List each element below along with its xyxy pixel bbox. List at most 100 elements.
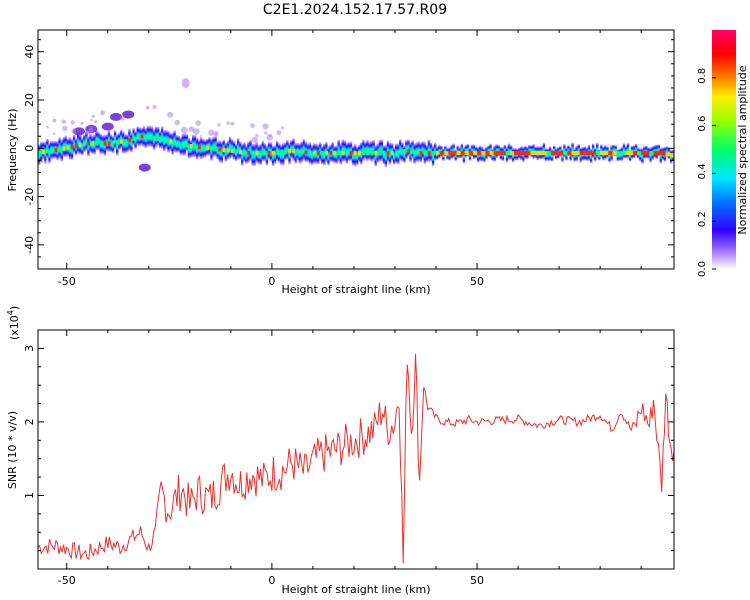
spectrogram-ridge-cell	[253, 143, 256, 166]
spectrogram-ridge-cell	[60, 139, 63, 162]
spectrogram-ridge-cell	[116, 134, 119, 156]
spectrogram-ridge-cell	[107, 130, 111, 152]
spectrogram-ridge-cell	[401, 142, 404, 162]
spectrogram-ridge-cell	[191, 134, 195, 158]
spectrogram-ridge-cell	[528, 144, 531, 156]
spectrogram-ridge-cell	[154, 126, 158, 148]
spectrogram-ridge-cell	[200, 137, 203, 160]
spectrogram-ridge-cell	[612, 144, 615, 156]
spectrogram-ridge-core	[436, 151, 439, 156]
spectrogram-speckle	[251, 136, 258, 143]
spectrogram-speckle	[217, 123, 221, 127]
spectrogram-speckle	[192, 128, 200, 135]
spectrogram-ridge-cell	[224, 143, 228, 162]
spectrogram-ridge-cell	[185, 134, 189, 152]
spectrogram-ridge-core	[472, 151, 478, 156]
spectrogram-speckle	[208, 129, 215, 136]
spectrogram-ridge-core	[91, 141, 95, 146]
spectrogram-ridge-cell	[271, 145, 275, 167]
spectrogram-ridge-cell	[622, 143, 626, 159]
spectrogram-ridge-cell	[273, 145, 277, 164]
snr-multiplier-close: )	[8, 306, 21, 310]
spectrogram-speckle	[80, 121, 84, 126]
spectrogram-ridge-cell	[319, 142, 322, 161]
snr-ticks: -50 0 50 1 2 3	[23, 329, 674, 587]
spectrogram-ridge-core	[378, 151, 382, 156]
spectrogram-heatmap	[38, 78, 675, 172]
spectrogram-ridge-cell	[109, 134, 113, 153]
spectrogram-speckle	[264, 131, 268, 135]
spectrogram-ridge-cell	[122, 131, 125, 154]
colorbar-ticks: 0.0 0.2 0.4 0.6 0.8	[697, 68, 716, 277]
spectrogram-ridge-core	[333, 151, 337, 156]
spectrogram-ridge-core	[440, 151, 445, 156]
spectrogram-ridge-core	[395, 150, 398, 155]
spectrogram-ridge-core	[222, 148, 226, 152]
spectrogram-ridge-cell	[72, 134, 76, 153]
spectrogram-ridge-cell	[372, 140, 375, 161]
colorbar-gradient	[712, 30, 736, 269]
spectrogram-ridge-cell	[52, 141, 55, 159]
spectrogram-ridge-cell	[167, 130, 170, 153]
spectrogram-ridge-cell	[204, 139, 207, 158]
spectrogram-ridge-core	[107, 141, 111, 146]
spectrogram-ridge-core	[42, 150, 45, 155]
spectrogram-ridge-cell	[171, 132, 174, 155]
spectrogram-ridge-cell	[126, 134, 129, 153]
colorbar: 0.0 0.2 0.4 0.6 0.8 Normalized spectral ampl…	[697, 30, 749, 277]
spectrogram-ridge-cell	[189, 139, 193, 158]
spectrogram-ridge-cell	[216, 141, 219, 160]
spectrogram-ridge-cell	[118, 132, 121, 151]
spectrogram-ridge-cell	[561, 149, 564, 163]
spectrogram-ridge-core	[83, 141, 86, 146]
spectrogram-speckle	[61, 119, 66, 124]
spectrogram-ridge-cell	[81, 137, 84, 156]
spectrogram-ridge-cell	[265, 145, 269, 166]
spectrogram-ridge-cell	[261, 140, 264, 162]
spectrogram-ridge-core	[633, 151, 638, 156]
spectrogram-ridge-core	[665, 152, 671, 157]
spectrogram-ridge-cell	[591, 143, 595, 159]
x-tick-label: 0	[268, 275, 275, 288]
snr-frame	[37, 329, 675, 570]
colorbar-tick-label: 0.4	[697, 163, 708, 179]
spectrogram-ridge-cell	[298, 143, 301, 164]
spectrogram-ridge-core	[181, 142, 185, 147]
y-tick-label: 2	[23, 418, 36, 425]
figure-title: C2E1.2024.152.17.57.R09	[263, 2, 447, 18]
spectrogram-ridge-core	[509, 151, 515, 156]
x-tick-label: 50	[470, 574, 484, 587]
spectrogram-speckle	[52, 132, 56, 136]
spectrogram-ridge-cell	[392, 147, 396, 165]
spectrogram-ridge-cell	[411, 140, 414, 159]
spectrogram-ridge-cell	[120, 129, 123, 149]
spectrogram-ridge-cell	[306, 143, 310, 162]
spectrogram-ridge-core	[288, 148, 292, 153]
spectrogram-ridge-core	[58, 147, 62, 152]
spectrogram-ridge-core	[165, 138, 168, 143]
spectrogram-ridge-core	[501, 151, 507, 156]
spectrogram-ridge-cell	[124, 134, 127, 154]
spectrogram-ridge-core	[641, 151, 646, 156]
spectrogram-ridge-core	[317, 151, 320, 156]
spectrogram-ridge-cell	[347, 141, 351, 162]
spectrogram-ridge-cell	[64, 135, 68, 158]
spectrogram-ridge-core	[464, 151, 470, 156]
spectrogram-ridge-core	[423, 151, 427, 156]
spectrogram-ridge-core	[477, 151, 482, 156]
spectrogram-ridge-core	[559, 151, 564, 156]
spectrogram-ridge-core	[152, 136, 156, 141]
spectrogram-speckle	[145, 105, 150, 110]
spectrogram-ridge-core	[46, 149, 49, 154]
spectrogram-ridge-cell	[571, 142, 574, 159]
snr-panel: -50 0 50 1 2 3 Height of straight line (km) S…	[6, 306, 675, 596]
spectrogram-ridge-core	[489, 151, 494, 156]
spectrogram-ridge-core	[341, 151, 345, 156]
spectrogram-panel: -50 0 50 40 20 0 -20 -40 Height of straight lin…	[6, 29, 675, 296]
spectrogram-ridge-core	[87, 141, 90, 146]
spectrogram-ridge-core	[111, 140, 115, 145]
spectrogram-ridge-cell	[237, 138, 240, 160]
y-tick-label: 20	[23, 93, 36, 107]
spectrogram-ridge-core	[567, 151, 572, 156]
